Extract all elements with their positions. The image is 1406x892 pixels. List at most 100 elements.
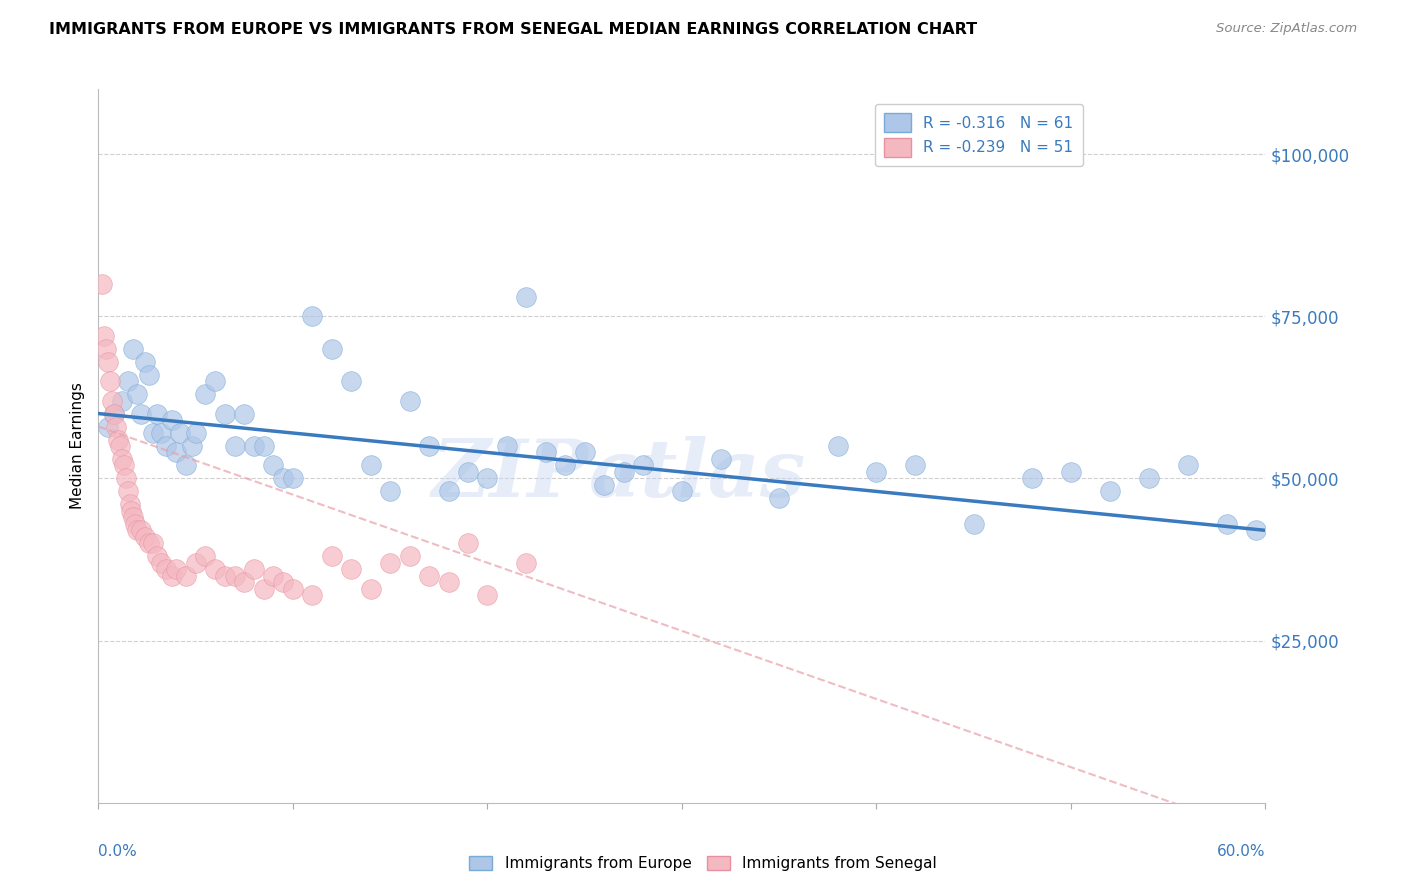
Point xyxy=(1177,458,1199,473)
Point xyxy=(184,425,207,440)
Point xyxy=(340,562,363,576)
Point xyxy=(194,549,217,564)
Point xyxy=(262,568,284,582)
Point xyxy=(271,471,294,485)
Text: Source: ZipAtlas.com: Source: ZipAtlas.com xyxy=(1216,22,1357,36)
Point xyxy=(253,582,276,596)
Point xyxy=(165,562,187,576)
Point xyxy=(271,575,294,590)
Point xyxy=(1060,465,1083,479)
Point xyxy=(457,465,479,479)
Point xyxy=(91,277,114,291)
Point xyxy=(124,516,146,531)
Point xyxy=(142,536,165,550)
Point xyxy=(117,484,139,499)
Point xyxy=(281,471,304,485)
Point xyxy=(204,374,226,388)
Point xyxy=(138,536,160,550)
Point xyxy=(962,516,984,531)
Point xyxy=(827,439,849,453)
Point xyxy=(243,562,266,576)
Point xyxy=(418,568,440,582)
Point xyxy=(1098,484,1121,499)
Point xyxy=(129,524,152,538)
Point xyxy=(865,465,887,479)
Legend: R = -0.316   N = 61, R = -0.239   N = 51: R = -0.316 N = 61, R = -0.239 N = 51 xyxy=(875,104,1083,166)
Point xyxy=(134,354,156,368)
Point xyxy=(174,568,197,582)
Point xyxy=(904,458,927,473)
Point xyxy=(613,465,636,479)
Point xyxy=(321,549,343,564)
Point xyxy=(515,290,537,304)
Point xyxy=(574,445,596,459)
Point xyxy=(233,575,256,590)
Point xyxy=(360,582,382,596)
Point xyxy=(204,562,226,576)
Point xyxy=(107,433,129,447)
Point xyxy=(129,407,152,421)
Point xyxy=(398,549,420,564)
Point xyxy=(118,497,141,511)
Point xyxy=(111,393,134,408)
Point xyxy=(96,342,118,356)
Point xyxy=(671,484,693,499)
Text: 0.0%: 0.0% xyxy=(98,845,138,860)
Point xyxy=(146,549,169,564)
Point xyxy=(180,439,202,453)
Point xyxy=(117,374,139,388)
Point xyxy=(98,374,121,388)
Point xyxy=(214,407,236,421)
Point xyxy=(97,419,120,434)
Point xyxy=(1137,471,1160,485)
Point xyxy=(111,452,134,467)
Point xyxy=(162,413,184,427)
Point xyxy=(477,588,499,602)
Point xyxy=(108,439,131,453)
Point xyxy=(169,425,191,440)
Point xyxy=(233,407,256,421)
Text: atlas: atlas xyxy=(589,436,806,513)
Point xyxy=(301,588,323,602)
Point xyxy=(301,310,323,324)
Point xyxy=(149,556,172,570)
Point xyxy=(496,439,519,453)
Text: ZIP: ZIP xyxy=(432,436,589,513)
Point xyxy=(101,393,124,408)
Point xyxy=(155,439,177,453)
Point xyxy=(149,425,172,440)
Point xyxy=(710,452,733,467)
Point xyxy=(437,484,460,499)
Point xyxy=(477,471,499,485)
Point xyxy=(534,445,557,459)
Point xyxy=(243,439,266,453)
Point xyxy=(114,471,136,485)
Point xyxy=(146,407,169,421)
Point xyxy=(418,439,440,453)
Legend: Immigrants from Europe, Immigrants from Senegal: Immigrants from Europe, Immigrants from … xyxy=(464,850,942,877)
Point xyxy=(224,439,246,453)
Point xyxy=(380,556,402,570)
Point xyxy=(457,536,479,550)
Point xyxy=(1215,516,1237,531)
Point xyxy=(103,407,125,421)
Point xyxy=(1021,471,1043,485)
Text: 60.0%: 60.0% xyxy=(1218,845,1265,860)
Y-axis label: Median Earnings: Median Earnings xyxy=(70,383,86,509)
Point xyxy=(380,484,402,499)
Point xyxy=(138,368,160,382)
Point xyxy=(262,458,284,473)
Point xyxy=(214,568,236,582)
Point xyxy=(631,458,654,473)
Point xyxy=(104,419,127,434)
Point xyxy=(184,556,207,570)
Point xyxy=(121,504,143,518)
Point xyxy=(134,530,156,544)
Point xyxy=(554,458,576,473)
Text: IMMIGRANTS FROM EUROPE VS IMMIGRANTS FROM SENEGAL MEDIAN EARNINGS CORRELATION CH: IMMIGRANTS FROM EUROPE VS IMMIGRANTS FRO… xyxy=(49,22,977,37)
Point xyxy=(398,393,420,408)
Point xyxy=(194,387,217,401)
Point xyxy=(281,582,304,596)
Point xyxy=(127,387,149,401)
Point xyxy=(93,328,115,343)
